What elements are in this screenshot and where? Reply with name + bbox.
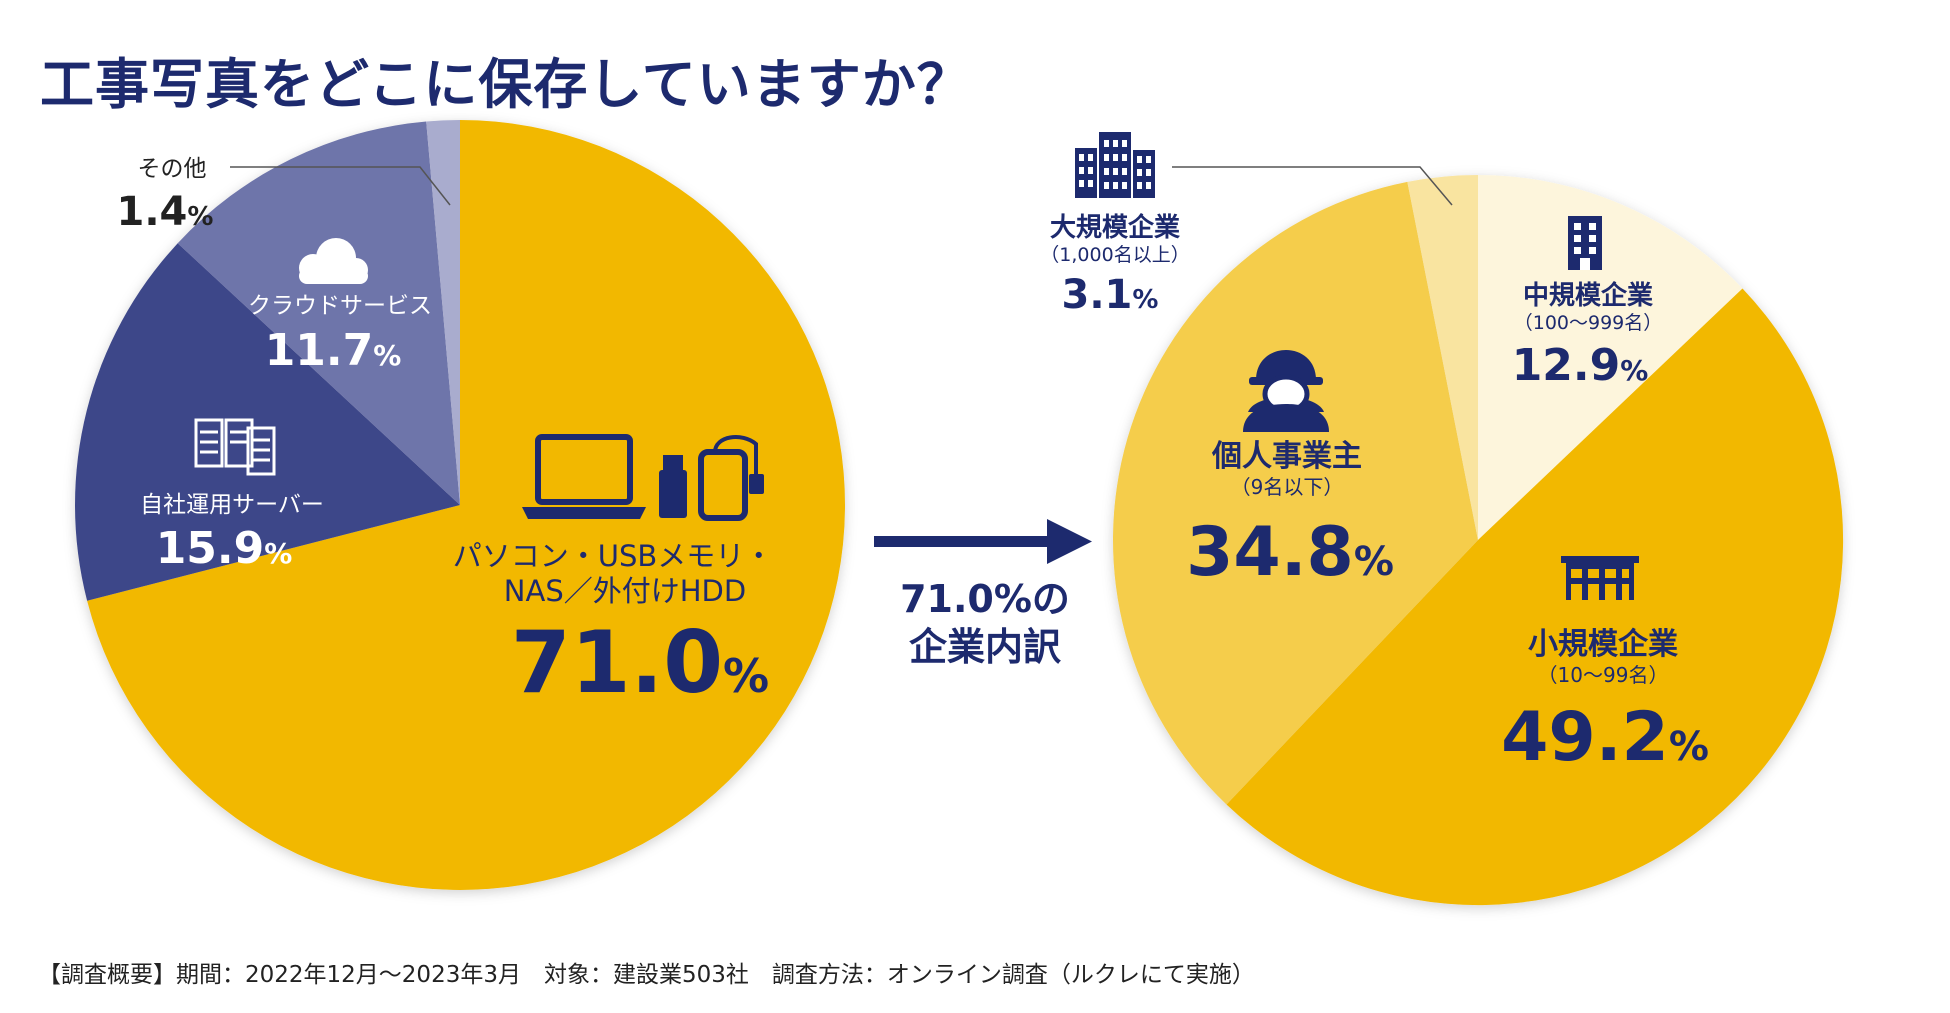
leader-line-other	[230, 166, 451, 206]
slice-value-pc: 71.0%	[511, 613, 769, 713]
arrow-right-icon	[874, 519, 1092, 564]
pie-slice-server	[75, 243, 460, 601]
pie-slice-small	[1226, 288, 1844, 906]
cloud-icon	[299, 238, 368, 284]
survey-footnote: 【調査概要】期間：2022年12月〜2023年3月 対象：建設業503社 調査方…	[38, 962, 1255, 988]
slice-sub-individual: （9名以下）	[1231, 475, 1344, 499]
arrow-caption-line1: 71.0%の	[900, 577, 1070, 621]
slice-value-server: 15.9%	[156, 523, 293, 574]
slice-label-other: その他	[138, 156, 207, 182]
pie-chart-company-size	[1112, 175, 1844, 906]
slice-label-cloud: クラウドサービス	[248, 293, 432, 319]
leader-line-large	[1172, 166, 1453, 206]
slice-label-pc-line2: NAS／外付けHDD	[504, 574, 746, 608]
slice-sub-small: （10〜99名）	[1538, 663, 1669, 687]
mid-building-icon	[1568, 216, 1602, 270]
pie-slice-individual	[1112, 181, 1478, 805]
pie-slice-pc-usb-nas	[87, 119, 846, 890]
slice-label-large: 大規模企業	[1050, 212, 1180, 243]
pie-chart-storage	[75, 119, 846, 890]
laptop-usb-hdd-icon	[522, 434, 764, 521]
pie-slice-large	[1407, 175, 1478, 540]
small-building-icon	[1561, 556, 1639, 600]
slice-sub-mid: （100〜999名）	[1514, 312, 1663, 334]
slice-label-server: 自社運用サーバー	[140, 492, 324, 518]
slice-value-individual: 34.8%	[1186, 513, 1394, 592]
slice-label-pc-line1: パソコン・USBメモリ・	[453, 539, 774, 573]
slice-sub-large: （1,000名以上）	[1040, 244, 1189, 266]
large-building-icon	[1075, 132, 1155, 198]
slice-label-mid: 中規模企業	[1523, 280, 1653, 311]
arrow-caption-line2: 企業内訳	[909, 625, 1061, 669]
slice-value-mid: 12.9%	[1512, 340, 1649, 391]
worker-helmet-icon	[1243, 350, 1329, 432]
slice-value-cloud: 11.7%	[265, 325, 402, 376]
page-title: 工事写真をどこに保存していますか？	[40, 53, 972, 116]
pie-slice-cloud	[177, 121, 460, 506]
pie-slice-other	[426, 120, 460, 505]
slice-value-other: 1.4%	[117, 189, 214, 235]
slice-label-individual: 個人事業主	[1211, 439, 1362, 474]
pie-slice-mid	[1478, 175, 1743, 540]
slice-value-large: 3.1%	[1062, 272, 1159, 318]
server-icon	[194, 418, 276, 476]
slice-label-small: 小規模企業	[1528, 627, 1678, 662]
slice-value-small: 49.2%	[1501, 698, 1709, 777]
